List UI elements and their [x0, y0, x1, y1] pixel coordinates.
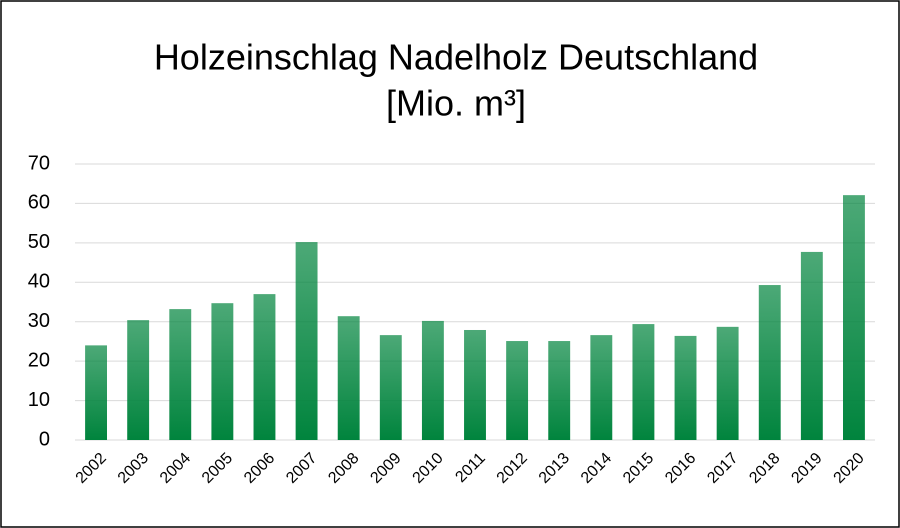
bar: [590, 335, 613, 440]
bar: [464, 329, 486, 440]
bar: [253, 294, 276, 440]
bar: [127, 320, 150, 440]
bar: [169, 309, 192, 440]
y-tick-label: 70: [28, 152, 50, 174]
y-tick-label: 60: [28, 192, 50, 214]
bar: [506, 341, 529, 440]
bar: [674, 335, 697, 440]
bar: [421, 320, 444, 440]
y-tick-label: 20: [28, 349, 50, 371]
chart-title: Holzeinschlag Nadelholz Deutschland: [154, 37, 758, 78]
bar: [800, 251, 823, 440]
bar: [843, 195, 865, 440]
bar: [548, 341, 571, 440]
bar: [85, 345, 107, 440]
bar: [295, 242, 318, 440]
y-tick-label: 10: [28, 389, 50, 411]
bar: [758, 285, 781, 440]
bar: [379, 335, 402, 440]
chart-subtitle: [Mio. m³]: [386, 83, 526, 124]
y-tick-label: 40: [28, 271, 50, 293]
bar: [337, 316, 360, 440]
bar: [211, 303, 234, 440]
bar: [632, 324, 655, 440]
y-tick-label: 50: [28, 231, 50, 253]
y-tick-label: 0: [39, 428, 50, 450]
bar: [716, 326, 739, 440]
y-tick-label: 30: [28, 310, 50, 332]
